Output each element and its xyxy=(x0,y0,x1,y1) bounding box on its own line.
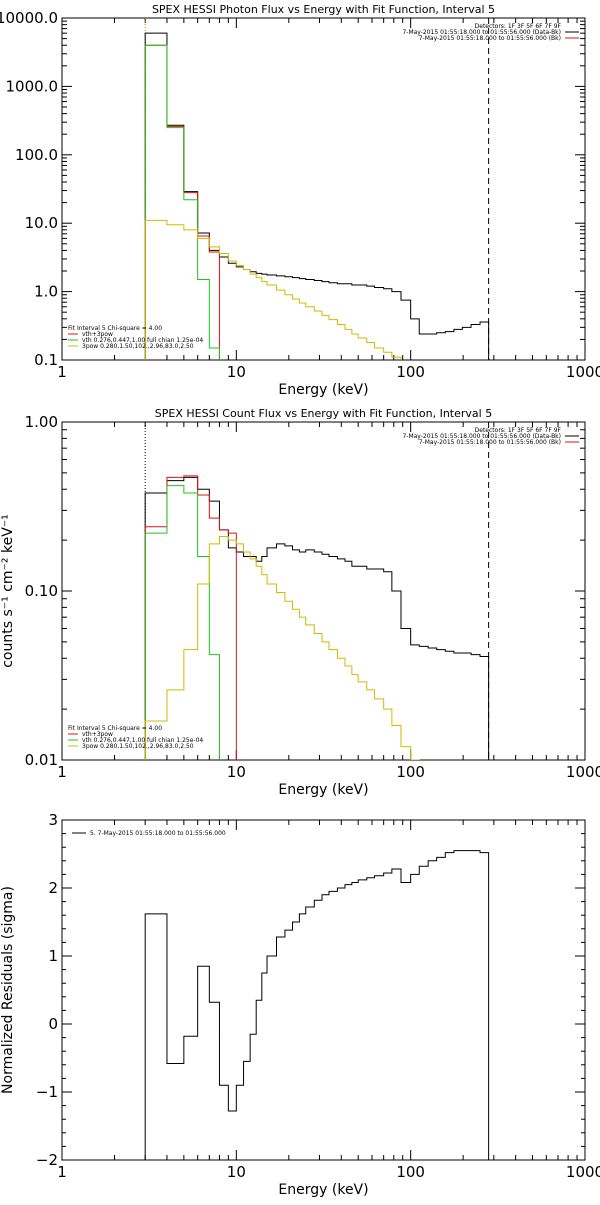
legend-entry: 3pow 0.280,1.50,102.,2.96,83.0,2.50 xyxy=(82,743,194,750)
y-tick-label: 1.00 xyxy=(25,413,58,431)
series-line-2 xyxy=(144,475,237,760)
header-line: 7-May-2015 01:55:18.000 to 01:55:56.000 … xyxy=(402,29,561,36)
y-tick-label: −2 xyxy=(36,1151,58,1169)
x-tick-label: 10 xyxy=(227,1163,246,1181)
y-tick-label: 2 xyxy=(48,879,58,897)
x-tick-label: 10 xyxy=(227,763,246,781)
chart-panel-2: 1 10 100 1000 1.00 0.10 0.01 SPEX HESSI Count F… xyxy=(0,407,600,798)
chart-panel-1: 1 10 100 1000 10000.0 1000.0 100.0 10.0 1.0 0.1 SP… xyxy=(0,3,600,398)
y-tick-label: 1000.0 xyxy=(6,77,59,95)
x-tick-label: 1 xyxy=(57,363,67,381)
x-tick-label: 100 xyxy=(396,363,425,381)
header-line: 7-May-2015 01:55:18.000 to 01:55:56.000 … xyxy=(402,433,561,440)
legend-entry: 3pow 0.280,1.50,102.,2.96,83.0,2.50 xyxy=(82,343,194,350)
header-line: 7-May-2015 01:55:18.000 to 01:55:56.000 … xyxy=(419,439,561,446)
series-line-3 xyxy=(144,44,220,360)
x-tick-label: 1000 xyxy=(566,363,600,381)
y-tick-label: 1 xyxy=(48,947,58,965)
y-tick-label: 1.0 xyxy=(34,283,58,301)
series-line-1 xyxy=(144,32,490,360)
series-line-4 xyxy=(144,219,402,360)
series-line-4 xyxy=(144,536,420,760)
x-tick-label: 1000 xyxy=(566,1163,600,1181)
legend-entry: vth+3pow xyxy=(82,731,113,738)
x-tick-label: 1000 xyxy=(566,763,600,781)
chart-title: SPEX HESSI Photon Flux vs Energy with Fi… xyxy=(152,3,495,16)
header-line: 7-May-2015 01:55:18.000 to 01:55:56.000 … xyxy=(419,35,561,42)
legend-entry: vth 0.276,0.447,1.00 full chian 1.25e-04 xyxy=(82,737,203,744)
y-tick-label: 3 xyxy=(48,811,58,829)
header-line: Detectors: 1F 3F 5F 6F 7F 9F xyxy=(475,23,562,30)
legend-entry: Fit Interval 5 Chi-square = 4.00 xyxy=(68,325,162,332)
series-line-1 xyxy=(144,850,490,1160)
chart-title: SPEX HESSI Count Flux vs Energy with Fit… xyxy=(155,407,492,420)
header-line: Detectors: 1F 3F 5F 6F 7F 9F xyxy=(475,427,562,434)
y-tick-label: 10000.0 xyxy=(0,9,58,27)
y-axis-label: counts s⁻¹ cm⁻² keV⁻¹ xyxy=(0,514,16,668)
y-tick-label: 0.10 xyxy=(25,582,58,600)
legend-entry: vth+3pow xyxy=(82,331,113,338)
plot-frame xyxy=(61,819,586,1161)
legend-entry: 5. 7-May-2015 01:55:18.000 to 01:55:56.0… xyxy=(90,830,226,837)
y-tick-label: 0.01 xyxy=(25,751,58,769)
y-tick-label: 0 xyxy=(48,1015,58,1033)
x-axis-label: Energy (keV) xyxy=(278,1182,368,1198)
x-tick-label: 1 xyxy=(57,763,67,781)
y-tick-label: 0.1 xyxy=(34,351,58,369)
plot-frame xyxy=(61,421,586,761)
series-line-1 xyxy=(144,476,490,760)
y-tick-label: 10.0 xyxy=(25,214,58,232)
series-line-3 xyxy=(144,485,220,760)
x-axis-label: Energy (keV) xyxy=(278,382,368,398)
x-tick-label: 100 xyxy=(396,1163,425,1181)
x-axis-label: Energy (keV) xyxy=(278,782,368,798)
y-axis-label: Normalized Residuals (sigma) xyxy=(0,886,16,1094)
y-tick-label: 100.0 xyxy=(15,146,58,164)
x-tick-label: 1 xyxy=(57,1163,67,1181)
y-tick-label: −1 xyxy=(36,1083,58,1101)
legend-entry: Fit Interval 5 Chi-square = 4.00 xyxy=(68,725,162,732)
plot-frame xyxy=(61,17,586,361)
x-tick-label: 10 xyxy=(227,363,246,381)
legend-entry: vth 0.276,0.447,1.00 full chian 1.25e-04 xyxy=(82,337,203,344)
series-line-2 xyxy=(144,44,220,360)
x-tick-label: 100 xyxy=(396,763,425,781)
